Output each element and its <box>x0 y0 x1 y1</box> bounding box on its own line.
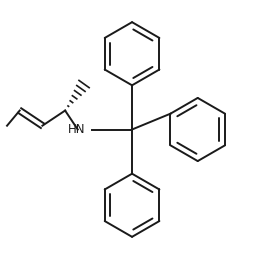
Text: HN: HN <box>68 123 85 136</box>
